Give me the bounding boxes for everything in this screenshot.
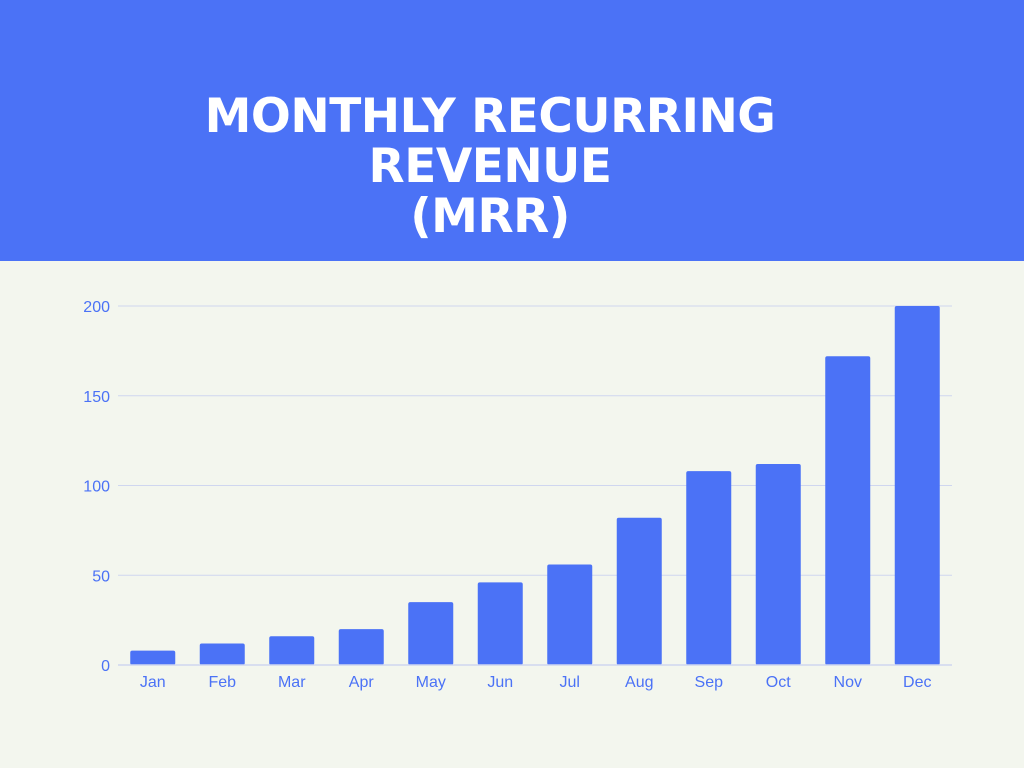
x-tick-label: Jun [487, 674, 513, 691]
x-axis-labels: Jan Feb Mar Apr May Jun Jul Aug Sep Oct Nov Dec [140, 674, 932, 691]
x-tick-label: May [416, 674, 446, 691]
x-tick-label: Dec [903, 674, 931, 691]
bar-feb [199, 643, 245, 665]
x-tick-label: Aug [625, 674, 653, 691]
y-axis-ticks: 0 50 100 150 200 [83, 299, 110, 675]
bars [130, 306, 940, 665]
y-tick-label: 200 [83, 299, 110, 316]
y-tick-label: 100 [83, 479, 110, 496]
header-band: MONTHLY RECURRING REVENUE (MRR) [0, 0, 1024, 261]
bar-jun [477, 582, 523, 665]
x-tick-label: Feb [208, 674, 236, 691]
x-tick-label: Jan [140, 674, 166, 691]
x-tick-label: Mar [278, 674, 306, 691]
bar-dec [894, 306, 940, 665]
bar-oct [755, 463, 801, 665]
x-tick-label: Sep [695, 674, 724, 691]
chart-title: MONTHLY RECURRING REVENUE (MRR) [204, 89, 776, 244]
bar-nov [825, 356, 871, 665]
bar-may [408, 602, 454, 665]
x-tick-label: Jul [560, 674, 580, 691]
bar-jan [130, 650, 176, 665]
y-tick-label: 0 [101, 658, 110, 675]
x-tick-label: Nov [834, 674, 862, 691]
bar-apr [338, 629, 384, 665]
x-tick-label: Oct [766, 674, 791, 691]
bar-jul [547, 564, 593, 665]
x-tick-label: Apr [349, 674, 375, 691]
y-tick-label: 150 [83, 389, 110, 406]
y-tick-label: 50 [92, 568, 110, 585]
gridlines [118, 305, 952, 576]
bar-sep [686, 471, 732, 665]
bar-aug [616, 517, 662, 665]
bar-mar [269, 636, 315, 665]
